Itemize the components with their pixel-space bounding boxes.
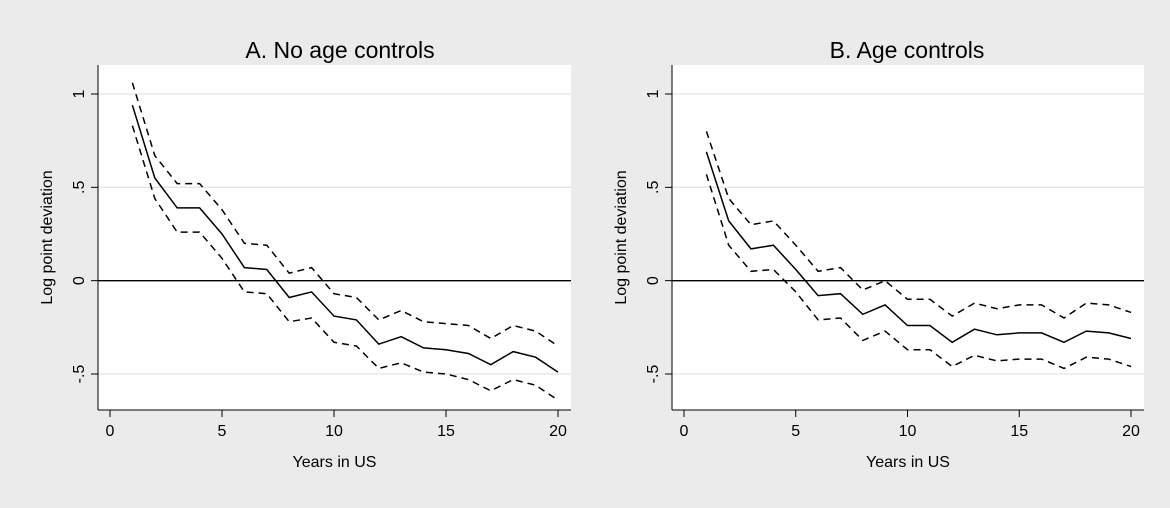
x-tick-label: 10: [899, 423, 917, 440]
x-tick-label: 0: [680, 423, 689, 440]
x-tick-label: 5: [218, 423, 227, 440]
y-axis-label: Log point deviation: [613, 170, 630, 304]
x-tick-label: 15: [1010, 423, 1028, 440]
x-tick-label: 15: [437, 423, 455, 440]
x-tick-label: 20: [549, 423, 567, 440]
y-tick-label: 1: [645, 89, 662, 98]
series-line-upper: [131, 82, 559, 347]
y-tick-label: .5: [71, 181, 88, 194]
chart-title: B. Age controls: [830, 37, 985, 63]
y-tick-label: 1: [71, 89, 88, 98]
series-line-estimate: [131, 104, 559, 373]
y-axis-label: Log point deviation: [39, 170, 56, 304]
series-line-lower: [131, 125, 559, 401]
series-line-upper: [705, 131, 1132, 319]
y-tick-label: -.5: [71, 365, 88, 384]
y-tick-label: 0: [645, 276, 662, 285]
y-tick-label: -.5: [645, 365, 662, 384]
chart-title: A. No age controls: [245, 37, 434, 63]
y-tick-label: 0: [71, 276, 88, 285]
series-line-estimate: [705, 151, 1132, 344]
x-tick-label: 10: [325, 423, 343, 440]
plot-area: [98, 65, 571, 410]
x-tick-label: 20: [1122, 423, 1140, 440]
series-line-lower: [705, 174, 1132, 370]
x-tick-label: 5: [791, 423, 800, 440]
x-axis-label: Years in US: [293, 454, 377, 471]
x-tick-label: 0: [106, 423, 115, 440]
plot-area: [672, 65, 1144, 410]
x-axis-label: Years in US: [866, 454, 950, 471]
y-tick-label: .5: [645, 181, 662, 194]
